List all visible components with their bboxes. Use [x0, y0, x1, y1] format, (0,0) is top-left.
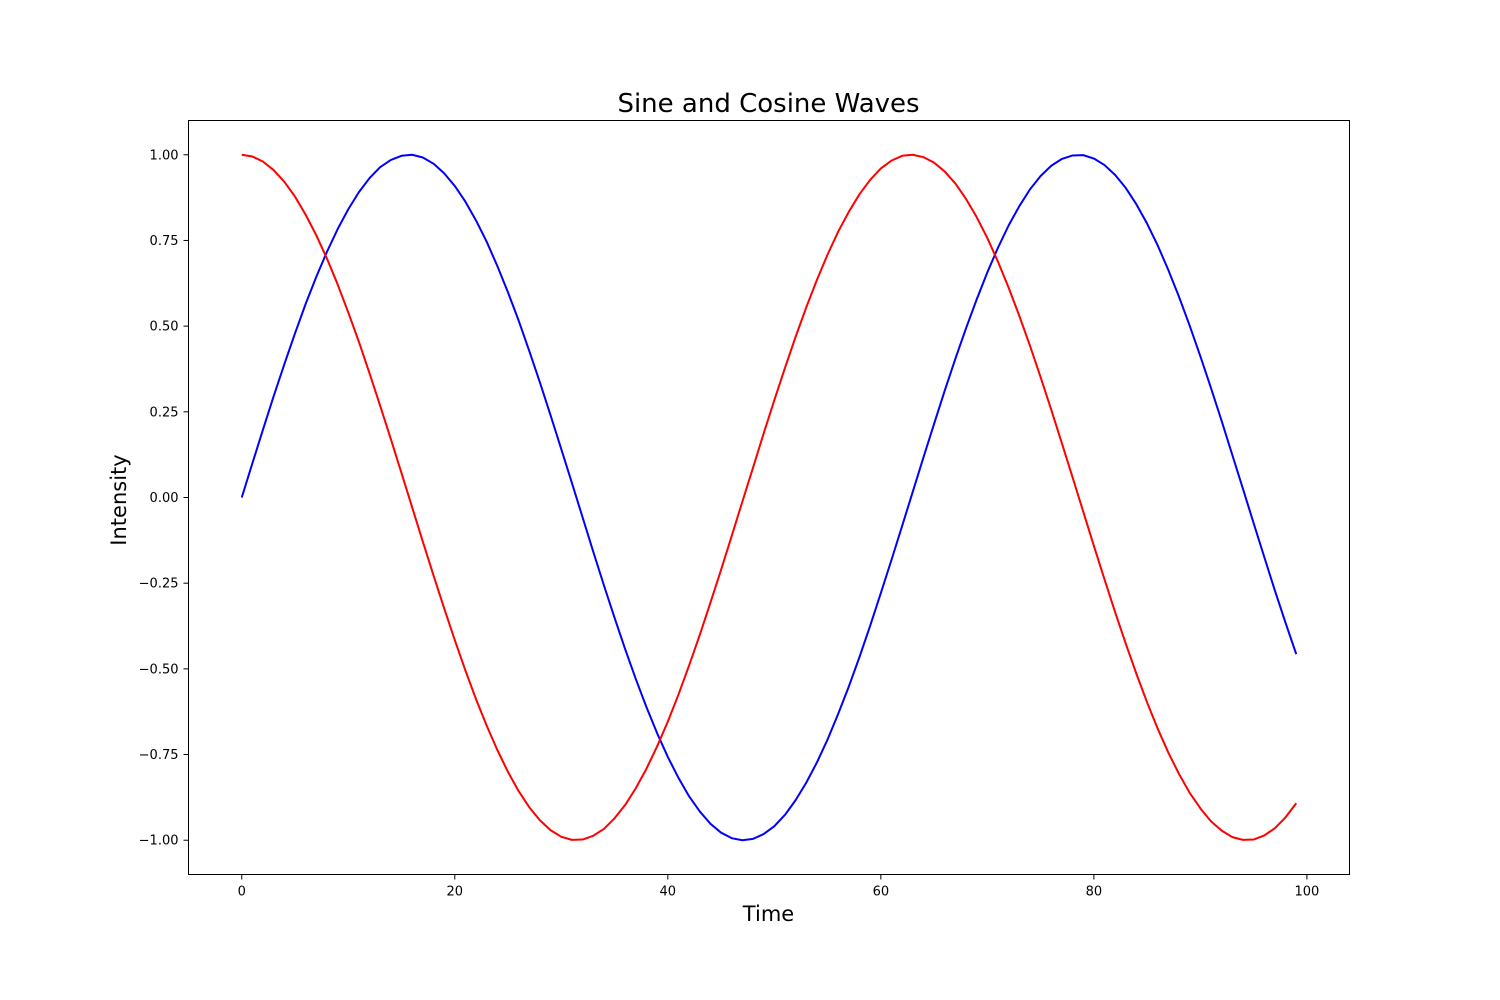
x-tick-label: 20 [447, 885, 464, 900]
y-tick-label: 0.00 [150, 491, 179, 506]
y-axis-label: Intensity [107, 454, 131, 545]
series-line-1 [240, 153, 1298, 842]
y-tick-label: −0.75 [139, 748, 179, 763]
y-tick-label: −0.25 [139, 577, 179, 592]
y-tick-label: 0.50 [150, 320, 179, 335]
x-tick-label: 40 [660, 885, 677, 900]
x-tick-label: 80 [1086, 885, 1103, 900]
y-tick-label: −0.50 [139, 662, 179, 677]
axis-ticks: 0 20 40 60 80 100 −1.00 −0.75 −0.50 −0.25 0.00 0.25… [139, 148, 1320, 899]
y-tick-label: 0.75 [150, 234, 179, 249]
x-tick-label: 60 [873, 885, 890, 900]
plot-area-frame [188, 120, 1350, 875]
plot-lines [240, 153, 1298, 842]
y-tick-label: 0.25 [150, 405, 179, 420]
series-line-2 [241, 153, 1298, 841]
y-tick-label: −1.00 [139, 834, 179, 849]
x-tick-label: 100 [1294, 885, 1319, 900]
chart-title: Sine and Cosine Waves [617, 89, 919, 119]
x-tick-label: 0 [238, 885, 246, 900]
x-axis-label: Time [742, 902, 794, 926]
y-tick-label: 1.00 [150, 148, 179, 163]
